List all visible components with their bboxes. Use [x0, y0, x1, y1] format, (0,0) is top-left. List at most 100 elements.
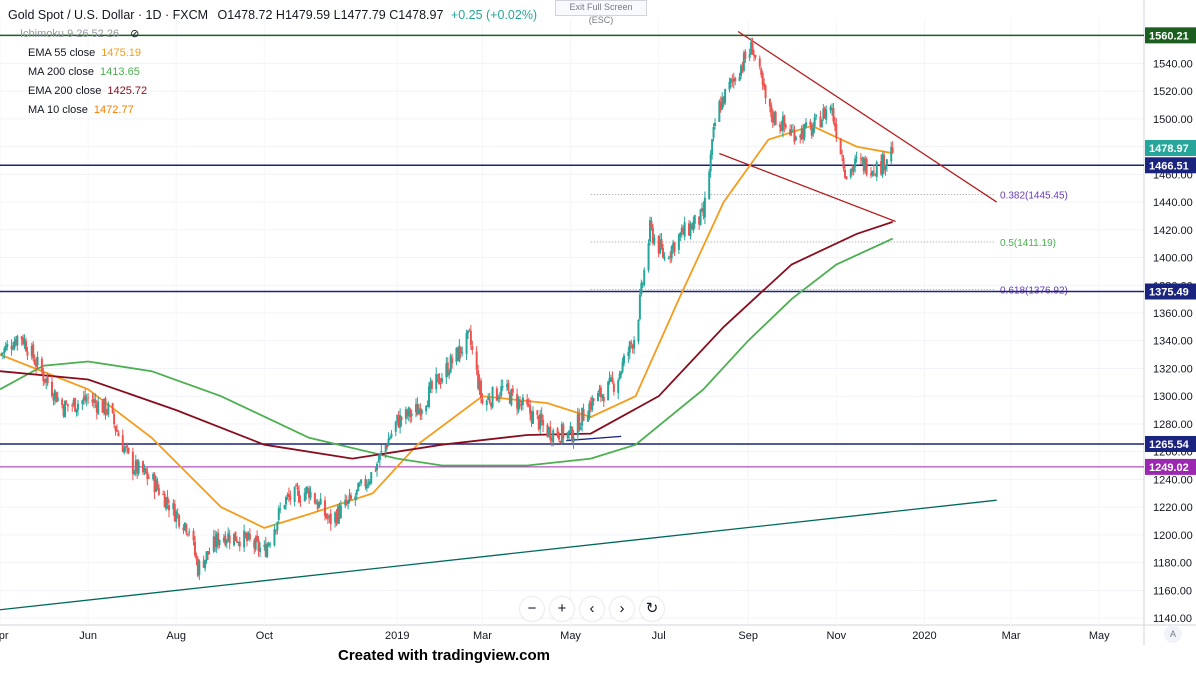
candle-body: [611, 377, 614, 382]
candle-body: [552, 430, 555, 443]
indicator-label: EMA 200 close: [28, 85, 102, 97]
candle-body: [74, 398, 77, 412]
candle-body: [643, 269, 646, 285]
candle-body: [890, 146, 893, 162]
candle-body: [480, 380, 482, 398]
candle-body: [131, 451, 134, 474]
y-tick-label: 1180.00: [1153, 558, 1192, 570]
candle-body: [870, 173, 872, 176]
indicator-ma10[interactable]: MA 10 close 1472.77: [8, 101, 537, 120]
candle-body: [305, 487, 308, 495]
candle-body: [794, 136, 797, 141]
candle-body: [738, 76, 741, 81]
exit-fullscreen-button[interactable]: Exit Full Screen (ESC): [555, 0, 647, 25]
candle-body: [641, 283, 644, 285]
candle-body: [137, 461, 140, 474]
candle-body: [92, 399, 95, 403]
indicator-ema200[interactable]: EMA 200 close 1425.72: [8, 82, 537, 101]
trendline: [0, 499, 997, 611]
candle-body: [111, 403, 114, 413]
candle-body: [218, 539, 221, 545]
candle-body: [319, 498, 322, 505]
candle-body: [657, 235, 660, 254]
candle-body: [542, 420, 545, 426]
scroll-left-button[interactable]: ‹: [580, 597, 604, 621]
candle-body: [709, 154, 712, 172]
candle-body: [688, 223, 690, 236]
x-tick-label: Aug: [166, 630, 186, 642]
candle-body: [35, 363, 38, 367]
candle-body: [682, 227, 685, 235]
ichimoku-indicator[interactable]: Ichimoku 9 26 52 26 ⊘: [8, 25, 537, 44]
candle-body: [468, 329, 471, 331]
candle-body: [628, 341, 631, 353]
indicator-value: 1413.65: [100, 66, 140, 78]
candle-body: [741, 67, 744, 69]
candle-body: [883, 154, 885, 171]
candle-body: [751, 43, 754, 55]
candle-body: [576, 414, 579, 436]
candle-body: [750, 41, 753, 55]
indicator-ma200[interactable]: MA 200 close 1413.65: [8, 63, 537, 82]
candle-body: [188, 531, 191, 533]
chart-nav-controls: − + ‹ › ↻: [520, 597, 664, 621]
indicator-value: 1472.77: [93, 104, 134, 116]
auto-scale-button[interactable]: A: [1164, 625, 1182, 643]
candle-body: [519, 400, 521, 403]
candle-body: [558, 434, 560, 440]
candle-body: [651, 227, 654, 243]
zoom-out-button[interactable]: −: [520, 597, 544, 621]
candle-body: [387, 438, 390, 446]
candle-body: [55, 392, 58, 403]
candle-body: [257, 539, 260, 552]
candle-body: [196, 559, 199, 576]
candle-body: [152, 473, 155, 480]
candle-body: [404, 409, 407, 419]
candle-body: [399, 414, 402, 428]
candle-body: [448, 372, 451, 376]
candle-body: [825, 109, 828, 120]
candle-body: [429, 382, 432, 387]
eye-slash-icon[interactable]: ⊘: [130, 28, 140, 40]
candle-body: [364, 479, 367, 487]
x-tick-label: Jul: [652, 630, 666, 642]
candle-body: [607, 381, 610, 401]
candle-body: [802, 129, 805, 140]
candle-body: [64, 401, 66, 418]
candle-body: [326, 518, 329, 520]
candle-body: [207, 551, 209, 555]
candle-body: [183, 522, 186, 529]
candle-body: [256, 535, 259, 541]
candle-body: [566, 432, 569, 438]
candle-body: [42, 372, 45, 381]
candle-body: [360, 479, 363, 484]
candle-body: [386, 445, 389, 448]
candle-body: [829, 107, 832, 111]
candle-body: [568, 430, 571, 435]
candle-body: [718, 101, 721, 122]
candle-body: [822, 108, 825, 120]
candle-body: [455, 347, 458, 362]
price-axis-label: 1560.21: [1149, 30, 1189, 42]
candle-body: [653, 237, 656, 244]
candle-body: [465, 332, 468, 354]
price-axis-badge: [1145, 140, 1196, 157]
candle-body: [277, 508, 280, 520]
candle-body: [153, 474, 156, 493]
ichimoku-label: Ichimoku 9 26 52 26: [20, 28, 120, 40]
candle-body: [456, 347, 459, 361]
reset-chart-button[interactable]: ↻: [640, 597, 664, 621]
candle-body: [469, 330, 472, 345]
x-tick-label: Oct: [256, 630, 273, 642]
candle-body: [185, 524, 188, 533]
indicator-ema55[interactable]: EMA 55 close 1475.19: [8, 44, 537, 63]
candle-body: [4, 345, 7, 351]
scroll-right-button[interactable]: ›: [610, 597, 634, 621]
symbol-name[interactable]: Gold Spot / U.S. Dollar · 1D · FXCM: [8, 8, 209, 22]
candle-body: [831, 107, 833, 109]
zoom-in-button[interactable]: +: [550, 597, 574, 621]
candle-body: [572, 436, 575, 443]
candle-body: [368, 481, 371, 485]
candle-body: [95, 403, 98, 413]
